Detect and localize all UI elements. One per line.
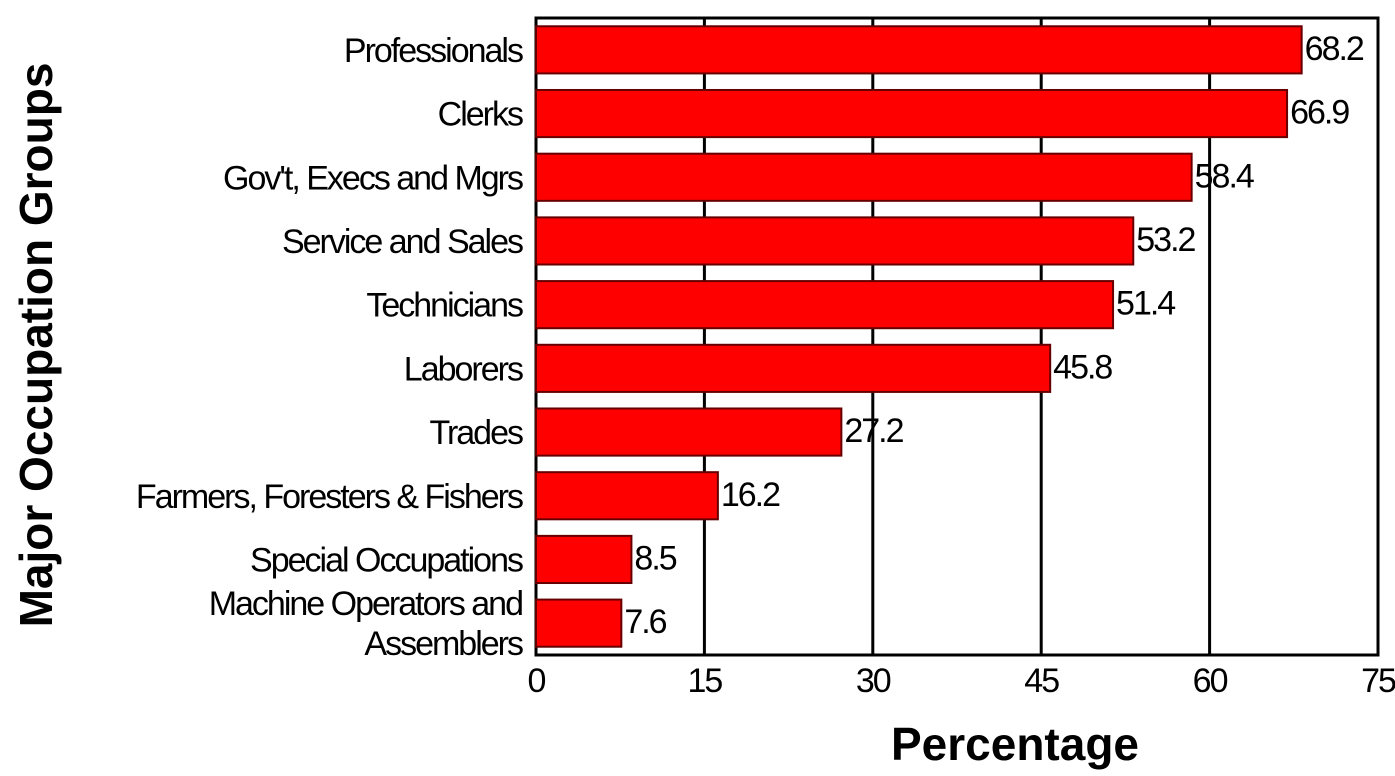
x-tick-label: 75 bbox=[1361, 662, 1395, 700]
x-tick-label: 45 bbox=[1024, 662, 1059, 700]
data-label: 27.2 bbox=[844, 412, 903, 450]
axis-layer: 0 15 30 45 60 75 bbox=[528, 662, 1395, 700]
category-label: Machine Operators and bbox=[209, 585, 522, 623]
label-layer: 68.2 Professionals 66.9 Clerks 58.4 Gov't, Ex… bbox=[136, 30, 1366, 663]
x-tick-label: 30 bbox=[856, 662, 891, 700]
category-label: Farmers, Foresters & Fishers bbox=[136, 478, 523, 516]
category-label: Technicians bbox=[366, 287, 523, 325]
bar bbox=[535, 343, 1052, 393]
bar bbox=[535, 216, 1135, 266]
category-label: Clerks bbox=[438, 96, 523, 134]
data-label: 7.6 bbox=[624, 603, 666, 641]
category-label: Trades bbox=[429, 414, 523, 452]
bar bbox=[535, 598, 623, 648]
data-label: 45.8 bbox=[1053, 348, 1112, 386]
bar bbox=[535, 471, 719, 521]
x-tick-label: 0 bbox=[528, 662, 546, 700]
bar bbox=[535, 534, 633, 585]
category-label: Professionals bbox=[344, 32, 523, 70]
category-label: Laborers bbox=[404, 350, 523, 388]
bar bbox=[535, 88, 1289, 139]
x-tick-label: 60 bbox=[1193, 662, 1228, 700]
x-tick-label: 15 bbox=[687, 662, 722, 700]
data-label: 53.2 bbox=[1136, 221, 1195, 259]
data-label: 8.5 bbox=[634, 539, 676, 577]
bar bbox=[535, 152, 1193, 202]
category-label: Gov't, Execs and Mgrs bbox=[223, 159, 523, 197]
data-label: 68.2 bbox=[1305, 30, 1364, 68]
category-label: Service and Sales bbox=[282, 223, 523, 261]
bar bbox=[535, 25, 1303, 75]
y-axis-title: Major Occupation Groups bbox=[10, 63, 62, 628]
category-label: Special Occupations bbox=[250, 541, 523, 579]
x-axis-title: Percentage bbox=[891, 718, 1139, 770]
data-label: 58.4 bbox=[1195, 157, 1254, 195]
bar-layer bbox=[535, 25, 1303, 648]
category-label: Assemblers bbox=[364, 625, 523, 663]
data-label: 16.2 bbox=[721, 476, 780, 514]
data-label: 51.4 bbox=[1116, 285, 1175, 323]
bar bbox=[535, 280, 1115, 330]
bar bbox=[535, 407, 843, 457]
data-label: 66.9 bbox=[1290, 94, 1349, 132]
